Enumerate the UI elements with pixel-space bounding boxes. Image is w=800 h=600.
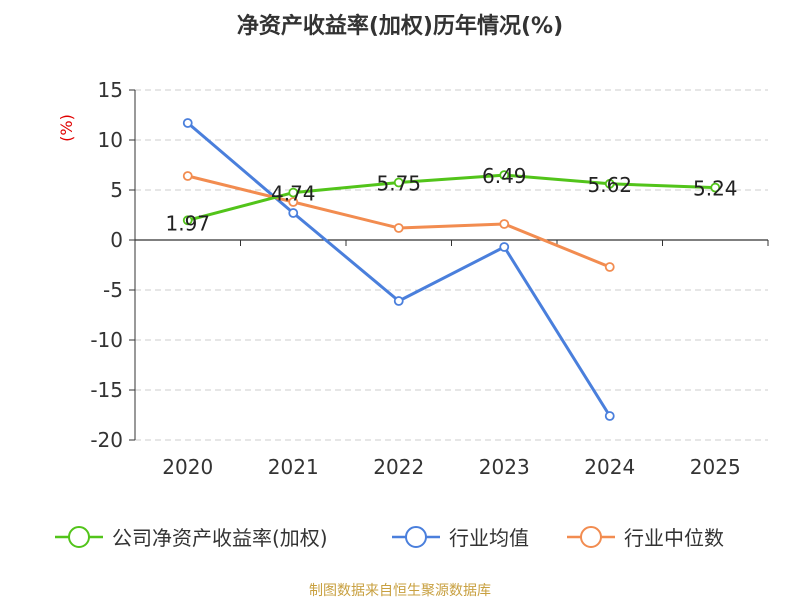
y-tick-label: 0	[110, 228, 123, 252]
y-tick-label: 10	[98, 128, 123, 152]
data-label: 4.74	[271, 182, 316, 206]
data-label: 5.75	[376, 172, 421, 196]
y-tick-label: 15	[98, 78, 123, 102]
source-note: 制图数据来自恒生聚源数据库	[309, 583, 491, 599]
data-point	[288, 187, 299, 198]
legend-label: 公司净资产收益率(加权)	[112, 526, 328, 550]
data-point	[393, 223, 404, 233]
data-point	[499, 219, 510, 229]
x-tick-label: 2024	[584, 455, 635, 479]
y-tick-label: 5	[110, 178, 123, 202]
legend-marker	[405, 526, 427, 548]
data-point	[182, 171, 193, 181]
data-labels: 1.97 4.74 5.75 6.49 5.62 5.24	[165, 164, 737, 235]
legend-item[interactable]: 行业均值	[392, 526, 529, 550]
data-point	[182, 215, 193, 226]
data-label: 6.49	[482, 164, 527, 188]
series-line	[187, 173, 716, 222]
data-point	[710, 182, 721, 193]
data-label: 1.97	[165, 211, 210, 235]
x-tick-labels: 2020 2021 2022 2023 2024 2025	[162, 455, 740, 479]
series-line	[186, 121, 612, 417]
data-point	[288, 197, 299, 207]
y-tick-label: -15	[90, 378, 123, 402]
data-point	[182, 118, 193, 128]
gridlines	[135, 89, 768, 441]
x-tick-label: 2025	[690, 455, 741, 479]
legend-label: 行业均值	[449, 526, 529, 550]
legend-item[interactable]: 行业中位数	[567, 526, 724, 550]
legend-marker	[68, 526, 90, 548]
data-point	[604, 178, 615, 189]
chart-title: 净资产收益率(加权)历年情况(%)	[237, 13, 563, 39]
data-point	[393, 177, 404, 188]
data-point	[604, 262, 615, 272]
y-axis-label: (%)	[57, 114, 76, 142]
series-lines	[182, 118, 721, 421]
legend-marker	[580, 526, 602, 548]
x-tick-label: 2020	[162, 455, 213, 479]
axes	[129, 89, 769, 441]
legend: 公司净资产收益率(加权) 行业均值 行业中位数	[55, 526, 724, 550]
x-tick-label: 2022	[373, 455, 424, 479]
y-tick-labels: 15 10 5 0 -5 -10 -15 -20	[90, 78, 123, 452]
data-point	[499, 170, 510, 181]
data-label: 5.24	[693, 177, 738, 201]
data-point	[288, 208, 299, 218]
data-point	[604, 411, 615, 421]
legend-label: 行业中位数	[624, 526, 724, 550]
legend-item[interactable]: 公司净资产收益率(加权)	[55, 526, 328, 550]
data-point	[393, 296, 404, 306]
data-label: 5.62	[587, 173, 632, 197]
y-tick-label: -10	[90, 328, 123, 352]
y-tick-label: -20	[90, 428, 123, 452]
y-tick-label: -5	[103, 278, 123, 302]
x-tick-label: 2021	[268, 455, 319, 479]
data-point	[499, 242, 510, 252]
x-tick-label: 2023	[479, 455, 530, 479]
